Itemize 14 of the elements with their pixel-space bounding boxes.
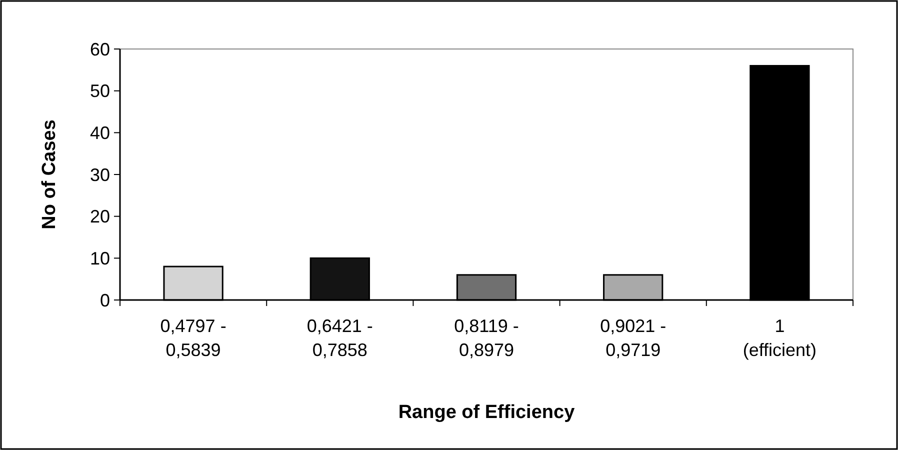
y-tick-label: 0 xyxy=(100,290,110,310)
x-tick-label: 0,4797 - 0,5839 xyxy=(160,316,226,360)
y-tick-label: 60 xyxy=(90,39,110,60)
x-tick-label: 0,8119 - 0,8979 xyxy=(454,316,519,360)
y-tick-label: 30 xyxy=(90,164,110,185)
y-tick-label: 10 xyxy=(90,248,110,268)
x-tick-label: 1 (efficient) xyxy=(742,316,817,360)
y-tick-label: 40 xyxy=(90,122,110,143)
x-tick-label: 0,6421 - 0,7858 xyxy=(306,316,373,360)
y-tick-label: 20 xyxy=(90,206,110,227)
y-tick-label: 50 xyxy=(90,81,110,102)
x-tick-label: 0,9021 - 0,9719 xyxy=(600,316,666,360)
y-axis-title: No of Cases xyxy=(39,120,60,230)
x-axis-title: Range of Efficiency xyxy=(398,402,576,423)
